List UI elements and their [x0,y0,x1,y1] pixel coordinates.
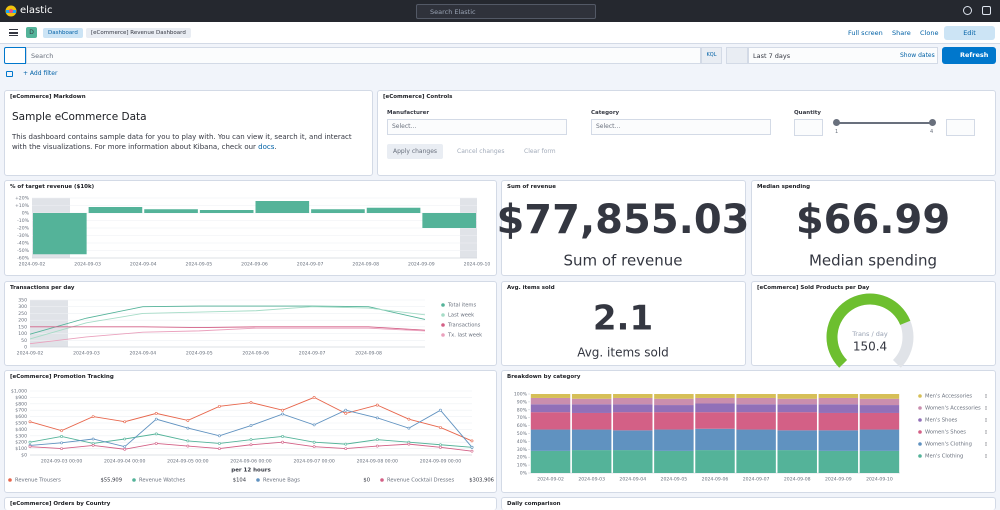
chart-panel: Breakdown by category [501,370,996,493]
query-placeholder: Search [31,52,54,60]
docs-link[interactable]: docs [258,143,275,151]
markdown-heading: Sample eCommerce Data [12,111,147,123]
panel-title: Median spending [757,184,811,190]
time-range: Last 7 days [753,52,791,60]
comparison-panel: Daily comparison [501,497,996,510]
panel-title: [eCommerce] Markdown [10,94,86,100]
query-input[interactable]: Search [26,47,701,64]
chart-panel: Avg. items sold [501,281,746,366]
panel-title: [eCommerce] Promotion Tracking [10,374,114,380]
control-label: Quantity [794,110,821,116]
map-panel: [eCommerce] Orders by Country [4,497,497,510]
brand: elastic [20,5,53,16]
kql-toggle[interactable]: KQL [701,47,722,64]
select-placeholder: Select... [596,123,621,130]
refresh-button[interactable]: Refresh [942,47,996,64]
select[interactable]: Select... [591,119,771,135]
panel-title: Sum of revenue [507,184,556,190]
chart-panel: [eCommerce] Promotion Tracking [4,370,497,493]
date-quick-menu[interactable] [726,47,748,64]
panel-title: [eCommerce] Sold Products per Day [757,285,870,291]
chart-panel: [eCommerce] Sold Products per Day [751,281,996,366]
edit-button[interactable]: Edit [944,26,995,40]
range-max-input[interactable] [946,119,975,136]
top-bar: elastic Search Elastic [0,0,1000,22]
cancel-button[interactable]: Cancel changes [457,148,505,155]
share[interactable]: Share [892,29,911,37]
chart-panel: % of target revenue ($10k) [4,180,497,276]
range-knob[interactable] [833,119,840,126]
range-track [836,122,933,124]
text: This dashboard contains sample data for … [12,133,352,151]
clone[interactable]: Clone [920,29,939,37]
controls-panel: [eCommerce] Controls Manufacturer Select… [377,90,996,176]
show-dates[interactable]: Show dates [900,52,935,59]
panel-title: Breakdown by category [507,374,581,380]
apply-button[interactable]: Apply changes [387,144,443,159]
panel-title: Daily comparison [507,501,561,507]
markdown-text: This dashboard contains sample data for … [12,132,362,152]
select-placeholder: Select... [392,123,417,130]
full-screen[interactable]: Full screen [848,29,883,37]
range-knob[interactable] [929,119,936,126]
nav-bar: D Dashboard [eCommerce] Revenue Dashboar… [0,22,1000,44]
panel-title: [eCommerce] Orders by Country [10,501,111,507]
panel-title: % of target revenue ($10k) [10,184,95,190]
space-avatar[interactable]: D [26,27,37,38]
filter-icon [6,71,13,77]
help-icon[interactable] [963,6,972,15]
news-icon[interactable] [982,6,991,15]
panel-title: [eCommerce] Controls [383,94,453,100]
control-label: Manufacturer [387,110,430,116]
text: . [274,143,277,151]
logo [5,5,17,17]
range-min-input[interactable] [794,119,823,136]
range-max: 4 [930,129,934,135]
chart-panel: Median spending [751,180,996,276]
add-filter[interactable]: + Add filter [23,70,58,77]
markdown-panel: [eCommerce] Markdown Sample eCommerce Da… [4,90,373,176]
date-picker[interactable]: Last 7 days Show dates [748,47,938,64]
panel-title: Transactions per day [10,285,75,291]
search-placeholder: Search Elastic [430,8,476,16]
clear-button[interactable]: Clear form [524,148,556,155]
chart-panel: Transactions per day [4,281,497,366]
breadcrumb: [eCommerce] Revenue Dashboard [86,28,191,38]
breadcrumb[interactable]: Dashboard [43,28,83,38]
select[interactable]: Select... [387,119,567,135]
control-label: Category [591,110,620,116]
global-search[interactable]: Search Elastic [416,4,596,19]
filter-menu[interactable] [4,47,26,64]
menu-icon[interactable] [9,29,18,36]
range-min: 1 [835,129,839,135]
panel-title: Avg. items sold [507,285,555,291]
menu-icon-bar [9,32,18,34]
chart-panel: Sum of revenue [501,180,746,276]
